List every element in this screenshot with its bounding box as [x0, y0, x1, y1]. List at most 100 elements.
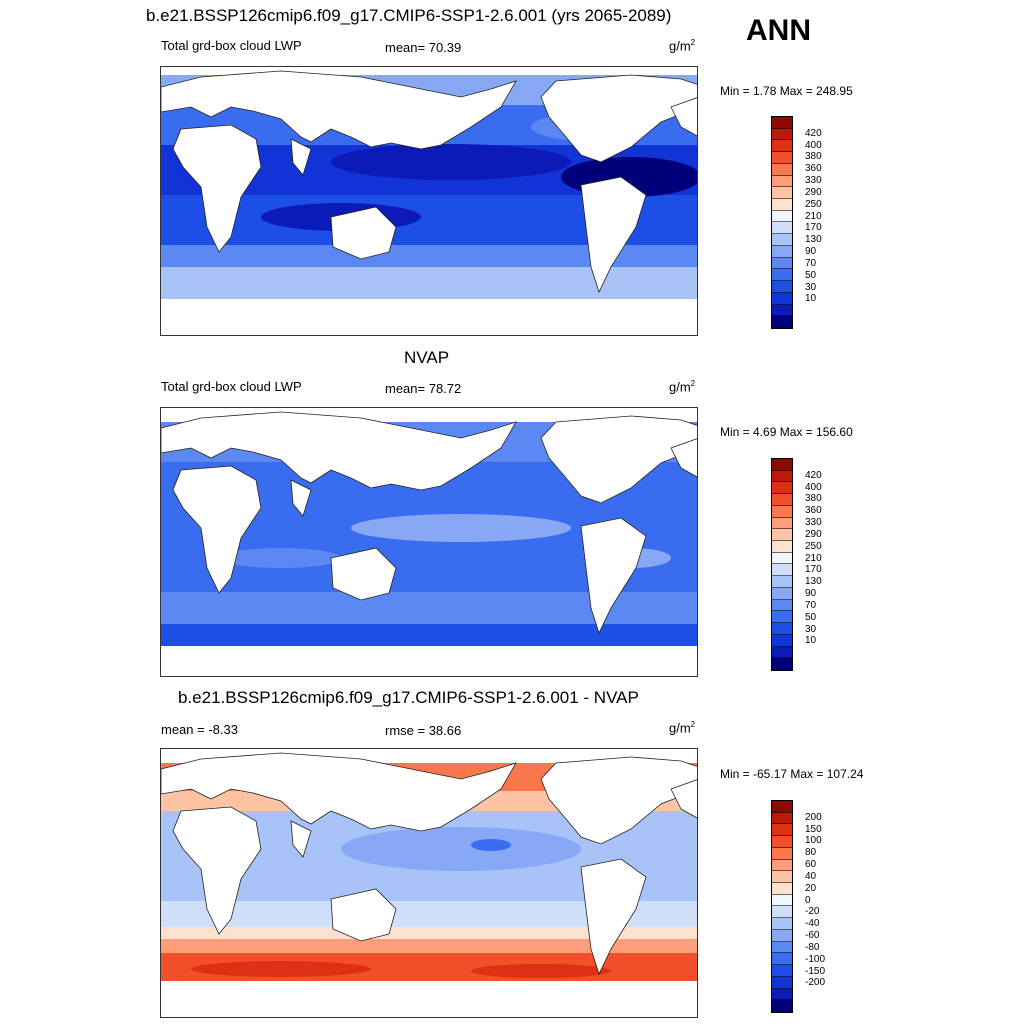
colorbar-tick-label: 210	[805, 552, 822, 564]
panel-3-title: b.e21.BSSP126cmip6.f09_g17.CMIP6-SSP1-2.…	[178, 688, 639, 707]
panel-2-title: NVAP	[404, 348, 450, 367]
colorbar-tick-label: 80	[805, 847, 817, 859]
colorbar-tick-label: -80	[805, 941, 820, 953]
colorbar-segment	[772, 658, 792, 670]
panel-1-map-svg	[161, 67, 697, 335]
panel-3-map	[160, 748, 698, 1018]
colorbar-segment	[772, 529, 792, 542]
colorbar-segment	[772, 918, 792, 930]
colorbar-segment	[772, 953, 792, 966]
colorbar-segment	[772, 292, 792, 305]
colorbar-segment	[772, 140, 792, 153]
panel-1-minmax: Min = 1.78 Max = 248.95	[720, 84, 853, 98]
colorbar-tick-label: -100	[805, 953, 826, 965]
colorbar-segment	[772, 187, 792, 200]
panel-1-variable-label: Total grd-box cloud LWP	[161, 38, 302, 53]
season-label: ANN	[746, 14, 811, 47]
colorbar-segment	[772, 883, 792, 895]
colorbar-segment	[772, 128, 792, 141]
panel-2-map	[160, 407, 698, 677]
panel-1-title: b.e21.BSSP126cmip6.f09_g17.CMIP6-SSP1-2.…	[146, 6, 672, 25]
colorbar-tick-label: 50	[805, 611, 817, 623]
panel-3-map-svg	[161, 749, 697, 1017]
colorbar-tick-label: 130	[805, 234, 822, 246]
panel-2-variable-label: Total grd-box cloud LWP	[161, 379, 302, 394]
colorbar-tick-label: -60	[805, 930, 820, 942]
colorbar-tick-label: 10	[805, 293, 817, 305]
colorbar-segment	[772, 623, 792, 635]
colorbar-segment	[772, 988, 792, 1001]
panel-2-map-svg	[161, 408, 697, 676]
colorbar-tick-label: 0	[805, 894, 811, 906]
colorbar-segment	[772, 470, 792, 483]
colorbar-segment	[772, 541, 792, 553]
colorbar-tick-label: 170	[805, 222, 822, 234]
colorbar-segment	[772, 304, 792, 317]
colorbar-segment	[772, 163, 792, 176]
colorbar-segment	[772, 976, 792, 989]
colorbar-tick-label: -200	[805, 977, 826, 989]
colorbar-tick-label: 380	[805, 151, 822, 163]
colorbar-segment	[772, 281, 792, 293]
colorbar-tick-label: 380	[805, 493, 822, 505]
colorbar-tick-label: 150	[805, 823, 822, 835]
colorbar-segment	[772, 906, 792, 919]
colorbar-segment	[772, 175, 792, 188]
colorbar-tick-label: -150	[805, 965, 826, 977]
colorbar-segment	[772, 824, 792, 837]
colorbar-segment	[772, 459, 792, 471]
colorbar-segment	[772, 117, 792, 129]
panel-3-minmax: Min = -65.17 Max = 107.24	[720, 767, 864, 781]
panel-1-map	[160, 66, 698, 336]
colorbar-tick-label: 90	[805, 588, 817, 600]
colorbar-segment	[772, 152, 792, 164]
colorbar-segment	[772, 316, 792, 328]
colorbar-segment	[772, 812, 792, 825]
colorbar-segment	[772, 871, 792, 884]
colorbar-tick-label: 210	[805, 210, 822, 222]
colorbar-segment	[772, 199, 792, 211]
colorbar-segment	[772, 552, 792, 565]
colorbar-segment	[772, 210, 792, 223]
colorbar-tick-label: 70	[805, 599, 817, 611]
colorbar-tick-label: 330	[805, 517, 822, 529]
colorbar-tick-label: 360	[805, 163, 822, 175]
colorbar-segment	[772, 505, 792, 518]
colorbar-segment	[772, 245, 792, 258]
colorbar-segment	[772, 494, 792, 506]
colorbar-tick-label: 290	[805, 186, 822, 198]
colorbar-tick-label: 50	[805, 269, 817, 281]
colorbar-segment	[772, 587, 792, 600]
colorbar-segment	[772, 564, 792, 577]
colorbar-tick-label: 400	[805, 139, 822, 151]
colorbar-tick-label: -40	[805, 918, 820, 930]
colorbar-tick-label: 100	[805, 835, 822, 847]
colorbar-tick-label: 40	[805, 870, 817, 882]
colorbar-segment	[772, 599, 792, 612]
colorbar-tick-label: 200	[805, 811, 822, 823]
colorbar-segment	[772, 611, 792, 624]
colorbar-tick-label: 420	[805, 127, 822, 139]
colorbar-segment	[772, 234, 792, 246]
colorbar-segment	[772, 634, 792, 647]
colorbar-tick-label: 30	[805, 623, 817, 635]
colorbar-tick-label: 170	[805, 564, 822, 576]
colorbar-tick-label: 290	[805, 528, 822, 540]
colorbar-segment	[772, 646, 792, 659]
panel-1-units: g/m2	[669, 38, 696, 54]
panel-1-colorbar	[771, 116, 793, 329]
colorbar-tick-label: 250	[805, 198, 822, 210]
panel-3-mean-label: mean = -8.33	[161, 722, 238, 737]
colorbar-segment	[772, 929, 792, 942]
colorbar-tick-label: 70	[805, 257, 817, 269]
panel-2-mean-label: mean= 78.72	[385, 381, 462, 396]
panel-3-rmse-label: rmse = 38.66	[385, 723, 462, 738]
colorbar-tick-label: 20	[805, 882, 817, 894]
colorbar-tick-label: 420	[805, 469, 822, 481]
colorbar-segment	[772, 965, 792, 977]
colorbar-segment	[772, 517, 792, 530]
panel-2-colorbar	[771, 458, 793, 671]
colorbar-segment	[772, 222, 792, 235]
colorbar-tick-label: 400	[805, 481, 822, 493]
colorbar-segment	[772, 894, 792, 907]
